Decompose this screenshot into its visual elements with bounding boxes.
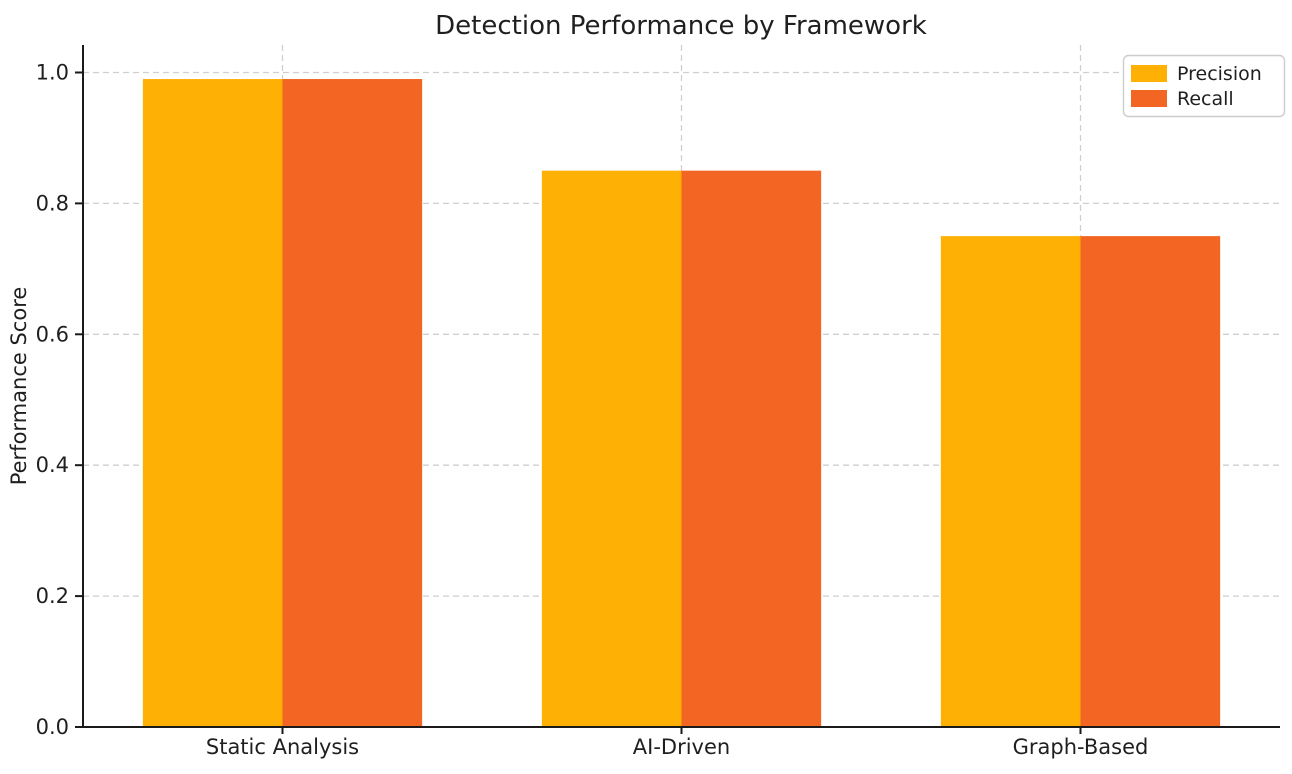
bar-static-analysis-precision [142,79,283,727]
x-tick-label: Graph-Based [1013,735,1149,759]
axis-ticks [75,71,1082,734]
y-tick-label: 0.6 [36,322,69,346]
y-tick-label: 0.4 [36,453,69,477]
bar-graph-based-recall [1080,236,1221,728]
tick-labels: 0.0 0.2 0.4 0.6 0.8 1.0 Static Analysis AI-Driv… [36,60,1149,759]
bar-ai-driven-recall [681,170,822,728]
y-tick-label: 1.0 [36,60,69,84]
legend-swatch-precision [1131,65,1167,82]
legend-entry-precision: Precision [1131,63,1262,85]
bars [142,79,1221,728]
x-tick-label: Static Analysis [206,735,359,759]
legend-entry-recall: Recall [1131,88,1234,110]
y-tick-label: 0.0 [36,715,69,739]
y-tick-label: 0.2 [36,584,69,608]
legend: Precision Recall [1122,54,1286,118]
x-tick-label: AI-Driven [633,735,730,759]
y-tick-label: 0.8 [36,191,69,215]
y-axis-label: Performance Score [7,287,31,486]
legend-swatch-recall [1131,90,1167,107]
chart-title: Detection Performance by Framework [435,11,927,41]
bar-static-analysis-recall [282,79,423,727]
legend-label-recall: Recall [1177,88,1234,110]
bar-ai-driven-precision [541,170,682,728]
bar-graph-based-precision [940,236,1081,728]
legend-label-precision: Precision [1177,63,1262,85]
